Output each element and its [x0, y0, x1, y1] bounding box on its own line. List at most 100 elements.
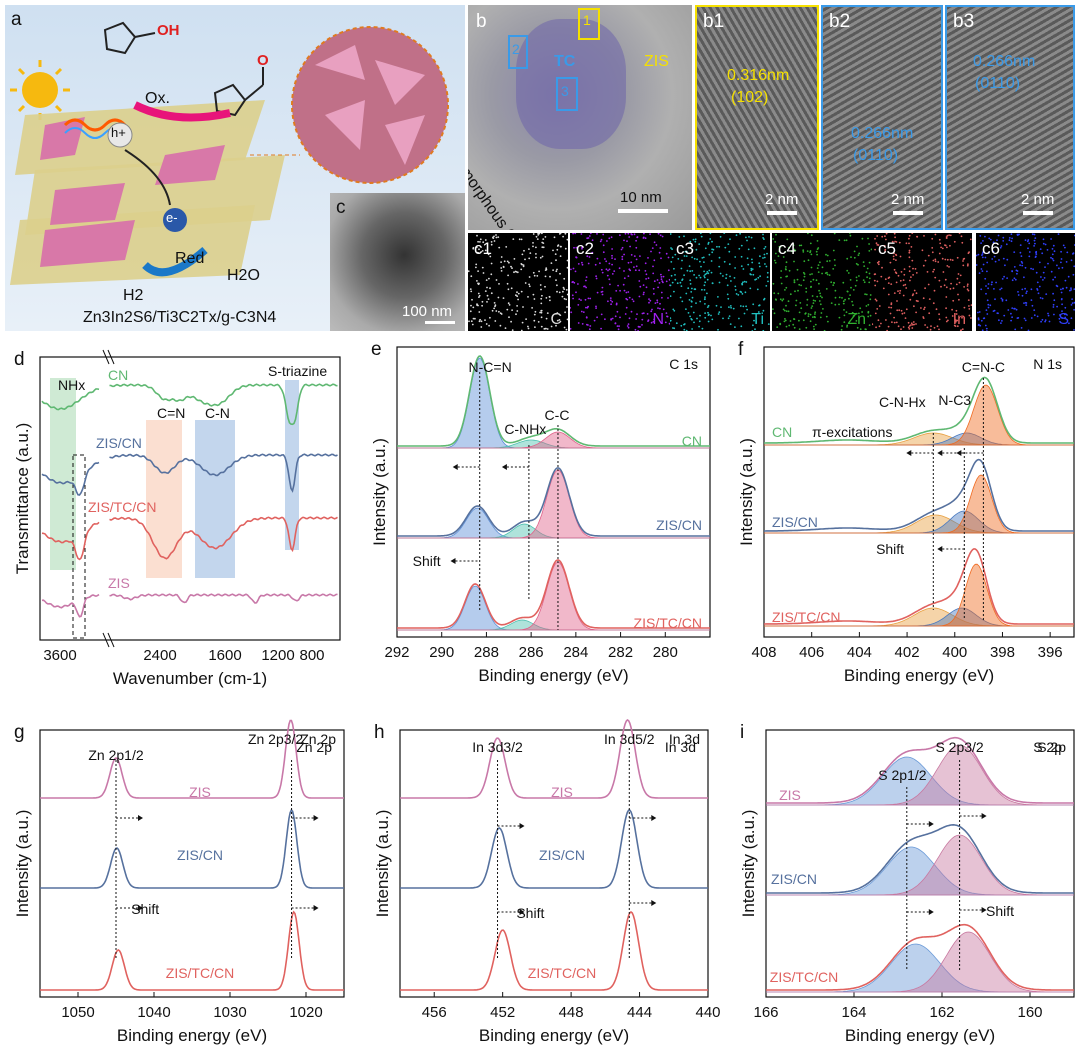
fit-peak	[397, 619, 710, 631]
x-tick-label: 440	[695, 1004, 720, 1021]
annotation-in3d52: In 3d5/2	[604, 731, 655, 747]
x-tick-label: 396	[1038, 644, 1063, 661]
amorphous-cn-label: Amorphous CN	[468, 155, 527, 230]
lattice-spacing: 0.316nm	[727, 67, 790, 84]
panel-label-i: i	[740, 722, 744, 743]
panel-b1-lattice: b1 0.316nm (102) 2 nm	[695, 5, 819, 230]
x-tick-label: 280	[653, 644, 678, 661]
svg-text:O: O	[257, 52, 269, 69]
x-tick-label: 1020	[289, 1004, 322, 1021]
axis-break	[102, 349, 110, 365]
composite-formula: Zn3In2S6/Ti3C2Tx/g-C3N4	[83, 309, 277, 326]
annotation-nhx: NHx	[58, 377, 85, 393]
annotation-in3d32: In 3d3/2	[472, 739, 523, 755]
shift-arrow-head	[452, 464, 458, 470]
fit-peak	[397, 431, 710, 449]
cn-sheet-bottom	[10, 205, 255, 285]
axis-break	[107, 349, 115, 365]
annotation-cnhx: C-N-Hx	[879, 394, 926, 410]
series-line-cn	[41, 383, 338, 426]
y-axis-label: Intensity (a.u.)	[370, 438, 389, 546]
shift-arrow-head	[313, 905, 319, 911]
eds-element-label: Ti	[751, 311, 764, 328]
chart-i: i Intensity (a.u.) Binding energy (eV) S 2p…	[739, 722, 1075, 1045]
panel-label-b1: b1	[703, 11, 725, 32]
fit-peak	[764, 474, 1074, 534]
zis-label: ZIS	[644, 53, 669, 70]
scale-bar	[767, 211, 797, 215]
eds-map-in: c5 In	[872, 233, 972, 331]
x-tick-label: 398	[990, 644, 1015, 661]
shift-arrow-head	[519, 823, 525, 829]
eds-element-label: N	[652, 311, 664, 328]
shift-arrow-head	[138, 815, 143, 821]
series-line	[400, 809, 708, 889]
shift-arrow-head	[928, 821, 934, 827]
x-tick-label: 162	[929, 1004, 954, 1021]
series-line	[40, 910, 344, 991]
x-tick-label: 1040	[137, 1004, 170, 1021]
x-tick-label: 406	[799, 644, 824, 661]
panel-label-b: b	[476, 11, 487, 32]
panel-a-schematic: OH O a Ox. h+ e- Red H2O H2 Zn3In2S6/Ti3…	[5, 5, 465, 331]
fit-peak	[397, 585, 710, 631]
annotation-s2p32: S 2p3/2	[935, 739, 983, 755]
series-line	[40, 808, 344, 889]
annotation-shift: Shift	[413, 553, 441, 569]
scale-bar	[425, 321, 455, 324]
series-line	[397, 355, 710, 447]
x-axis-label: Binding energy (eV)	[845, 1026, 995, 1045]
panel-c-tem-image: c 100 nm	[330, 193, 465, 331]
annotation-pi-excitations: π-excitations	[812, 424, 892, 440]
x-tick-label: 166	[753, 1004, 778, 1021]
shift-arrow-head	[313, 815, 319, 821]
series-line-zis-cn	[41, 453, 338, 496]
fit-peak-s2p32	[766, 744, 1074, 806]
h2o-label: H2O	[227, 267, 260, 284]
annotation-cc: C-C	[545, 407, 570, 423]
annotation-cn-double: C=N	[157, 405, 185, 421]
x-tick-label: 284	[563, 644, 588, 661]
scale-bar-label: 2 nm	[1021, 191, 1055, 208]
annotation-ncn: N-C=N	[469, 359, 512, 375]
plot-frame	[763, 346, 1075, 638]
series-label-cn: CN	[682, 433, 702, 449]
sun-icon	[22, 72, 58, 108]
series-line	[766, 823, 1074, 894]
eds-map-ti: c3 Ti	[670, 233, 770, 331]
eds-map-tag: c2	[576, 239, 594, 258]
x-tick-label: 1030	[213, 1004, 246, 1021]
shift-arrow-head	[906, 450, 912, 456]
scale-bar-label: 100 nm	[402, 303, 453, 320]
element-label: S 2p	[1037, 739, 1066, 755]
x-tick-label: 444	[627, 1004, 652, 1021]
annotation-shift: Shift	[516, 905, 544, 921]
x-axis-label: Binding energy (eV)	[479, 1026, 629, 1045]
x-tick-label: 456	[422, 1004, 447, 1021]
shift-arrow-head	[937, 450, 943, 456]
chart-h: h Intensity (a.u.) Binding energy (eV) In 3…	[373, 718, 721, 1045]
annotation-cnc: C=N-C	[962, 359, 1005, 375]
x-tick-label: 452	[490, 1004, 515, 1021]
series-line	[766, 736, 1074, 804]
series-line	[397, 467, 710, 537]
box-1-label: 1	[583, 12, 591, 28]
panel-label-a: a	[11, 9, 22, 30]
shift-arrow-head	[981, 907, 987, 913]
eds-element-label: In	[952, 311, 966, 328]
oxidation-arrow	[133, 101, 231, 122]
fit-peak	[397, 357, 710, 449]
fit-peak-s2p12	[766, 846, 1074, 896]
panel-label-d: d	[14, 349, 25, 370]
panel-b2-lattice: b2 0.266nm (0110) 2 nm	[821, 5, 943, 230]
series-label-cn: CN	[108, 367, 128, 383]
scale-bar	[893, 211, 923, 215]
x-tick-label: 1600	[208, 647, 241, 664]
series-label-cn: CN	[772, 424, 792, 440]
box-3-label: 3	[561, 83, 569, 99]
x-tick-label: 1200	[261, 647, 294, 664]
x-tick-label: 2400	[143, 647, 176, 664]
axis-break	[102, 632, 110, 648]
electron-icon	[163, 208, 187, 232]
box-2	[508, 35, 528, 69]
